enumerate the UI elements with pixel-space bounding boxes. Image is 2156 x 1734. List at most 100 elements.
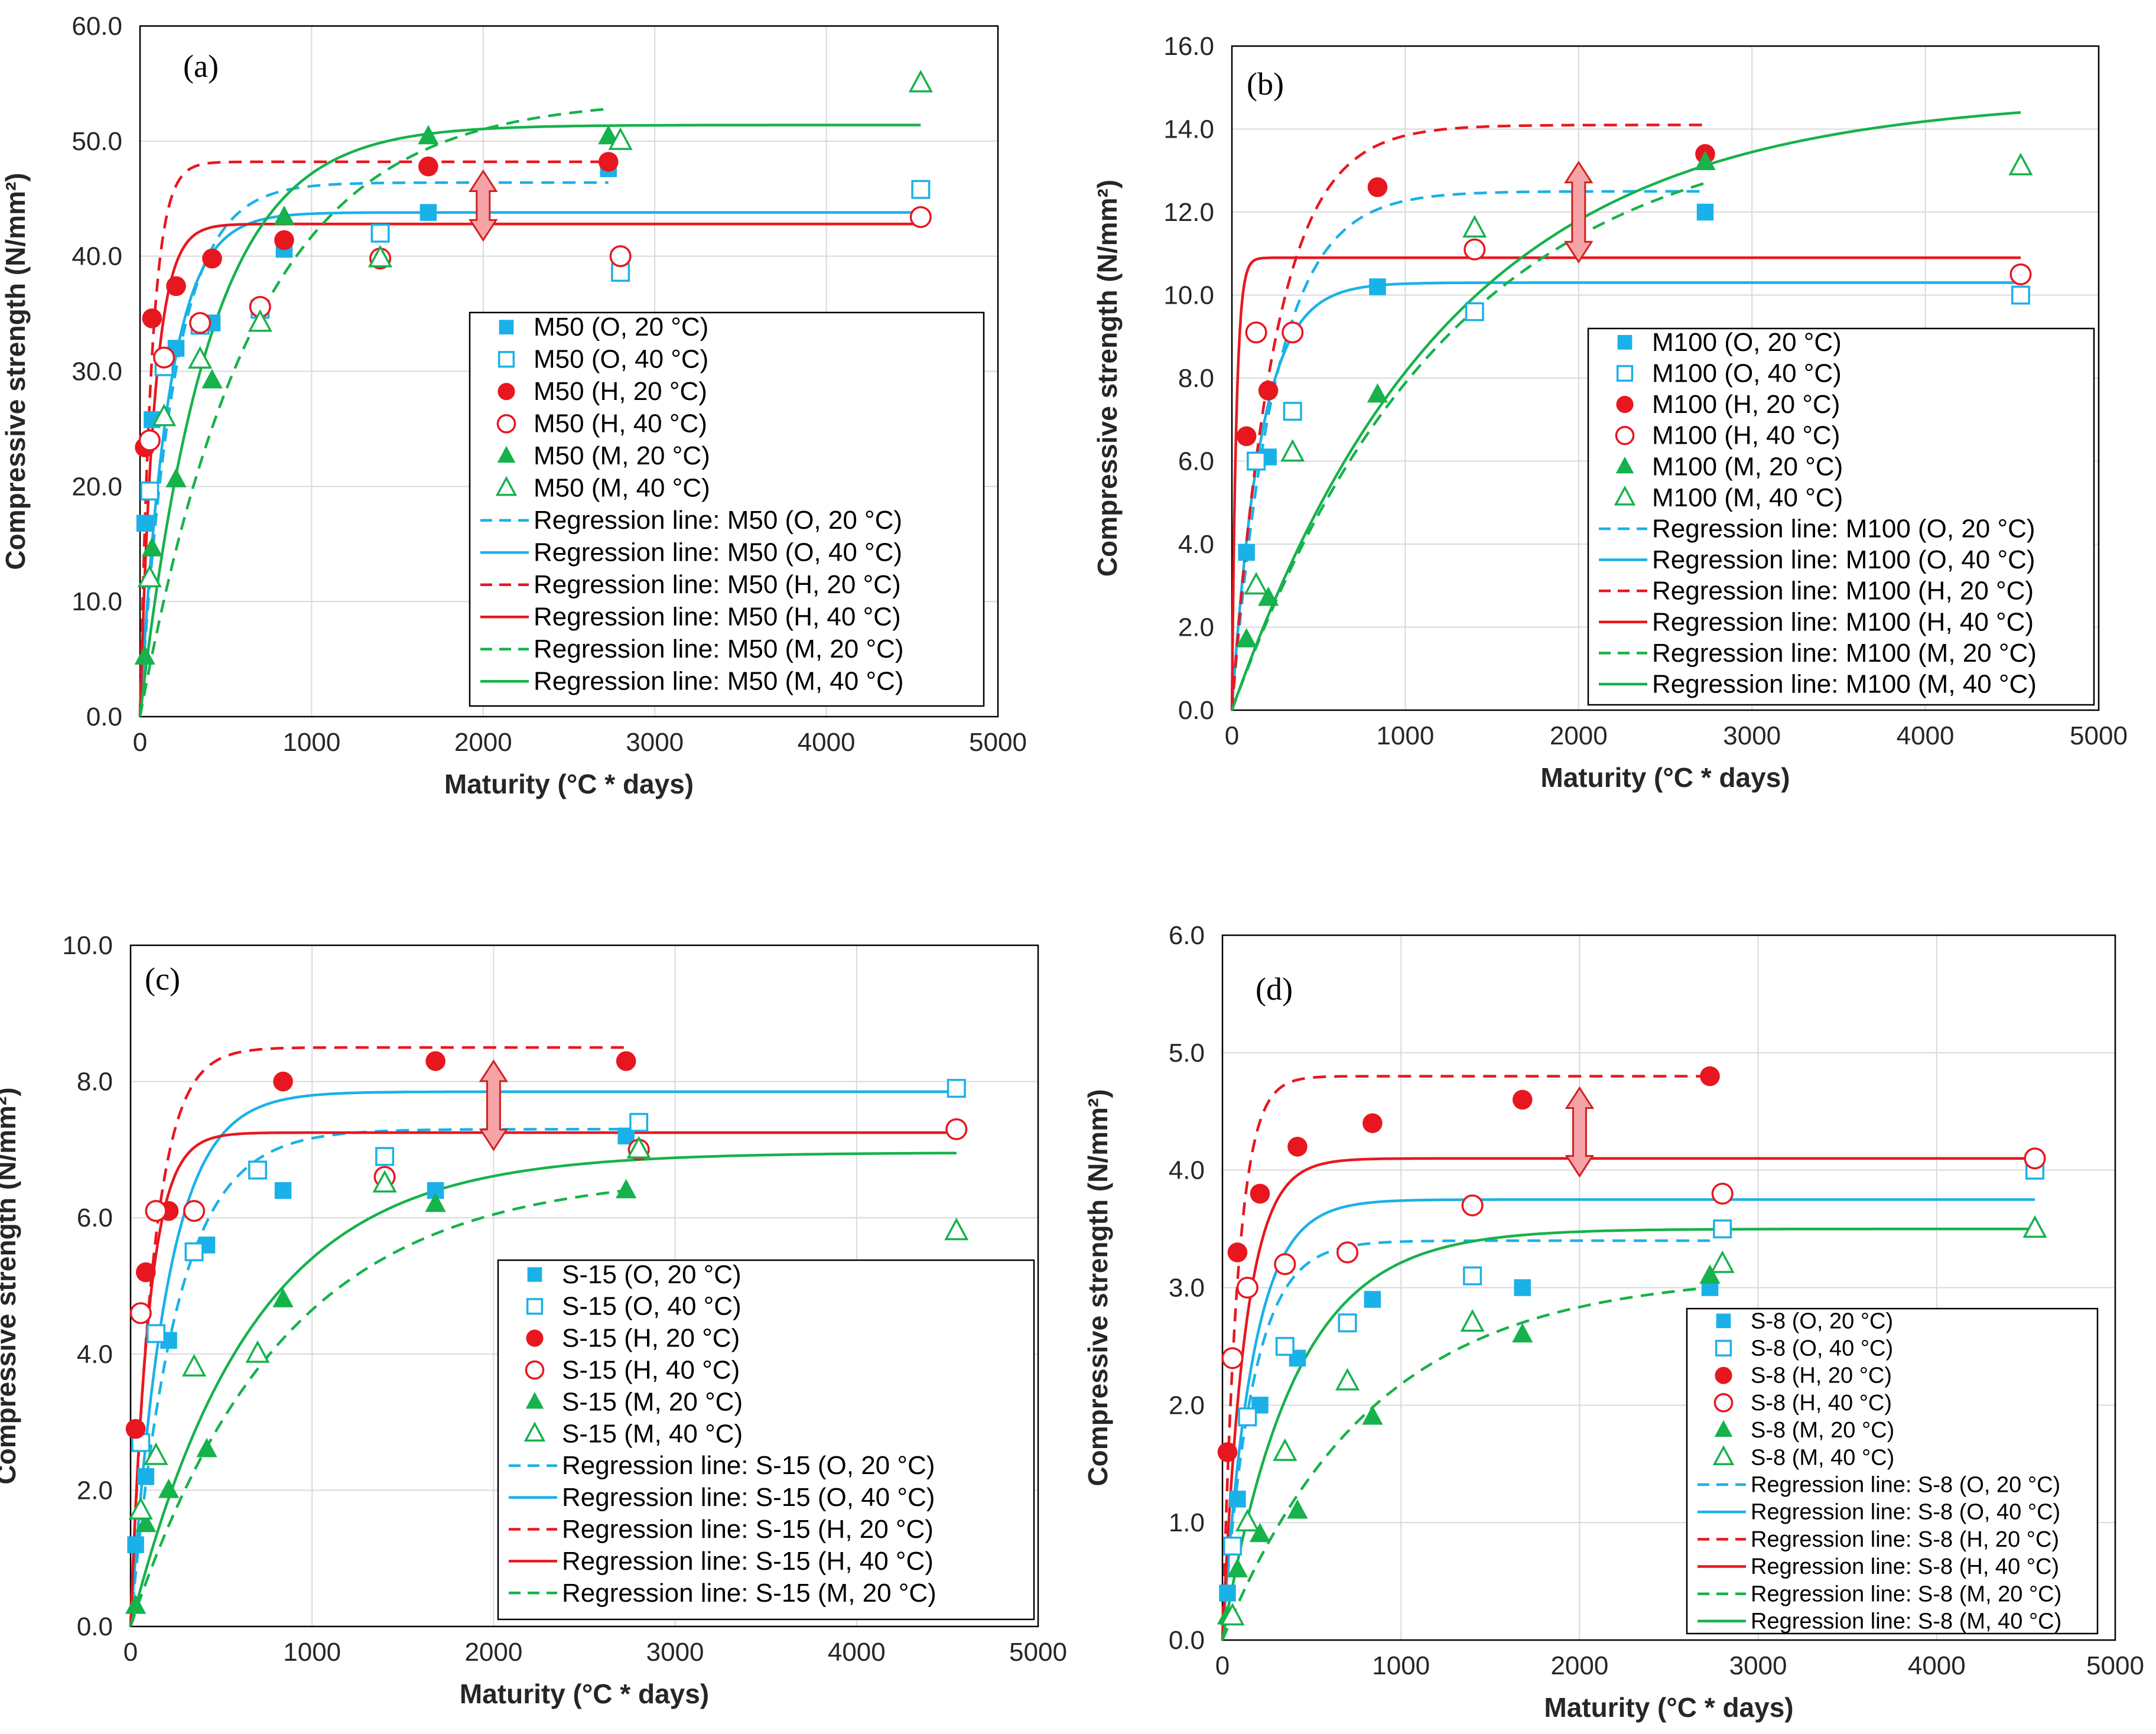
regression-line [129,1189,626,1627]
regression-line [1221,1198,2035,1641]
legend-entry: Regression line: S-8 (H, 40 °C) [1751,1554,2059,1579]
regression-line [138,160,609,717]
data-point [138,429,161,451]
legend-entry: Regression line: M100 (M, 40 °C) [1652,669,2037,698]
data-point [629,1112,649,1132]
data-point [1275,1336,1295,1356]
difference-arrow [1565,1086,1595,1178]
data-point [1362,1405,1383,1425]
x-tick-label: 5000 [2086,1651,2144,1680]
data-point [2009,263,2032,285]
legend-entry: Regression line: M50 (M, 20 °C) [534,635,903,663]
legend-entry: M50 (H, 20 °C) [534,377,707,406]
legend-marker [496,414,516,434]
data-point [158,1478,180,1498]
legend-entry: Regression line: M50 (O, 20 °C) [534,506,902,535]
legend-marker [499,320,514,335]
data-point [616,1051,636,1071]
data-point [189,312,212,334]
data-point [134,645,155,665]
data-point [616,1179,637,1199]
data-point [370,223,390,243]
legend-entry: M50 (H, 40 °C) [534,409,707,438]
x-tick-label: 0 [1215,1651,1230,1680]
y-axis-title: Compressive strength (N/mm²) [0,173,31,570]
legend-entry: M100 (M, 20 °C) [1652,452,1843,481]
legend-entry: S-15 (H, 40 °C) [562,1356,740,1385]
data-point [144,1442,168,1465]
legend-entry: S-8 (M, 20 °C) [1751,1418,1894,1443]
legend-entry: M50 (M, 20 °C) [534,441,710,470]
legend: S-15 (O, 20 °C) S-15 (O, 40 °C) S-15 (H, 2… [497,1259,1035,1621]
legend-box [497,1259,1035,1621]
y-tick-label: 2.0 [1169,1391,1205,1420]
legend-marker [1715,1367,1732,1384]
regression-line [138,222,921,717]
legend-entry: Regression line: M100 (H, 40 °C) [1652,607,2034,636]
y-tick-label: 4.0 [77,1340,113,1369]
data-point [1695,151,1716,170]
panel-label: (d) [1256,971,1293,1007]
y-tick-label: 4.0 [1178,530,1214,559]
legend-entry: S-8 (H, 40 °C) [1751,1391,1892,1416]
chart-c: 0 1000 2000 3000 4000 5000 0.0 2.0 4.0 6.0 8.0 10.0… [0,931,1067,1709]
legend-entry: M100 (H, 20 °C) [1652,390,1840,419]
difference-arrow [1564,160,1594,264]
y-tick-label: 30.0 [71,357,122,386]
legend: M50 (O, 20 °C) M50 (O, 40 °C) M50 (H, 20 °… [469,311,985,707]
regression-line [1221,1286,1711,1641]
data-point [909,206,932,228]
data-point [418,125,439,145]
data-point [1283,402,1302,421]
legend-entry: Regression line: S-8 (M, 40 °C) [1751,1609,2061,1634]
regression-line [1221,1227,2035,1641]
y-tick-label: 8.0 [77,1068,113,1097]
x-tick-label: 1000 [282,728,340,757]
legend-entry: Regression line: M50 (M, 40 °C) [534,667,903,696]
data-point [152,404,177,427]
regression-line [1221,1239,1710,1641]
legend-marker [497,383,515,401]
y-tick-label: 12.0 [1163,198,1214,227]
data-point [1512,1323,1533,1343]
y-tick-label: 10.0 [62,931,113,960]
legend-entry: Regression line: M100 (O, 40 °C) [1652,545,2035,574]
data-point [1229,1491,1246,1508]
legend-marker [497,445,516,463]
data-point [1710,1250,1735,1273]
data-point [274,205,295,225]
legend-marker [1716,1313,1731,1329]
data-point [1227,1242,1248,1263]
legend-entry: S-15 (M, 20 °C) [562,1387,743,1416]
data-point [1244,572,1269,595]
legend-entry: Regression line: M50 (O, 40 °C) [534,538,902,567]
x-tick-label: 4000 [828,1638,886,1667]
data-point [2011,285,2030,305]
x-tick-label: 1000 [1376,721,1434,750]
data-point [153,346,175,369]
legend-entry: S-8 (H, 20 °C) [1751,1364,1892,1388]
panel-label: (a) [183,48,219,84]
difference-arrow [469,169,498,242]
x-axis-title: Maturity (°C * days) [1540,762,1790,793]
data-point [127,1536,144,1553]
y-tick-label: 16.0 [1163,32,1214,61]
legend-entry: M100 (O, 40 °C) [1652,359,1842,388]
data-point [1222,1536,1242,1556]
legend-marker [1615,456,1634,474]
legend-entry: Regression line: S-15 (M, 20 °C) [562,1579,936,1608]
y-tick-label: 0.0 [86,702,122,731]
data-point [598,125,619,145]
data-point [1247,451,1266,471]
data-point [1287,1137,1308,1157]
data-point [1235,1508,1260,1532]
x-tick-label: 5000 [2070,721,2128,750]
data-point [166,276,186,297]
legend-entry: S-15 (O, 40 °C) [562,1292,742,1321]
y-tick-label: 10.0 [71,587,122,616]
y-tick-label: 0.0 [1169,1626,1205,1655]
legend-marker [1616,365,1634,382]
x-tick-label: 0 [1225,721,1239,750]
y-tick-label: 1.0 [1169,1508,1205,1537]
legend-box [1587,327,2095,706]
